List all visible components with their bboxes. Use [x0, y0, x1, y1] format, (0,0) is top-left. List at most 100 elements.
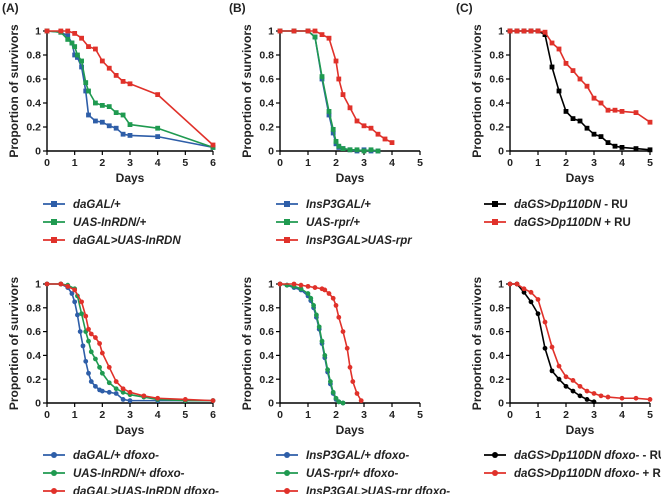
- data-point: [88, 349, 94, 355]
- chart-B-top: 0 0.2 0.4 0.6 0.8 1 0 1 2 3 4 5 Days Proportion of su…: [240, 24, 423, 185]
- data-point: [322, 287, 328, 293]
- y-tick-label: 0: [35, 146, 41, 158]
- data-point: [65, 28, 71, 34]
- y-tick-label: 0.8: [259, 302, 274, 314]
- data-point: [305, 28, 311, 34]
- legend-entry: daGS>Dp110DN dfoxo- - RU: [484, 450, 661, 462]
- y-tick-label: 0.8: [26, 302, 41, 314]
- data-point: [514, 28, 520, 34]
- data-point: [577, 383, 583, 389]
- legend-marker: [284, 452, 290, 458]
- legend-label-italic: daGAL>UAS-InRDN dfoxo-: [73, 486, 219, 494]
- data-point: [314, 312, 319, 318]
- legend-label-italic: daGS>Dp110DN: [514, 217, 602, 229]
- data-point: [570, 377, 576, 383]
- data-point: [113, 379, 119, 384]
- data-point: [113, 110, 119, 115]
- series-2: [44, 281, 216, 404]
- y-axis-title: Proportion of survivors: [240, 277, 254, 411]
- legend-label-italic: daGAL/+ dfoxo-: [73, 450, 159, 462]
- x-tick-label: 3: [361, 409, 367, 421]
- x-tick-label: 1: [535, 157, 541, 169]
- series-line: [47, 283, 214, 402]
- y-tick-label: 0.6: [489, 326, 504, 338]
- data-point: [277, 281, 283, 287]
- data-point: [93, 356, 98, 362]
- x-tick-label: 3: [591, 409, 597, 421]
- data-point: [58, 281, 64, 287]
- legend-label: UAS-rpr/+ dfoxo-: [306, 468, 398, 480]
- data-point: [549, 344, 555, 350]
- data-point: [330, 389, 336, 395]
- x-tick-label: 2: [99, 157, 105, 169]
- data-point: [647, 147, 653, 153]
- data-point: [93, 100, 98, 106]
- data-point: [120, 112, 126, 118]
- data-point: [88, 331, 94, 337]
- legend-label-italic: InsP3GAL>UAS-rpr dfoxo-: [306, 486, 450, 494]
- y-tick-label: 0.4: [259, 350, 274, 362]
- data-point: [106, 104, 112, 109]
- x-tick-label: 4: [619, 409, 625, 421]
- data-point: [563, 383, 569, 389]
- legend-label: InsP3GAL/+ dfoxo-: [306, 450, 409, 462]
- y-tick-label: 0.6: [26, 326, 41, 338]
- legend-label-italic: daGAL>UAS-InRDN: [73, 235, 181, 247]
- data-point: [556, 376, 562, 382]
- y-tick-label: 0.8: [489, 302, 504, 314]
- chart-C-bottom: 0 0.2 0.4 0.6 0.8 1 0 1 2 3 4 5 Days Proportion of su…: [470, 277, 653, 437]
- x-axis-title: Days: [566, 423, 595, 437]
- series-line: [47, 30, 214, 146]
- data-point: [106, 123, 112, 129]
- data-point: [605, 140, 611, 145]
- legend-label-italic: UAS-InRDN/+ dfoxo-: [73, 468, 185, 480]
- chart-C-top: 0 0.2 0.4 0.6 0.8 1 0 1 2 3 4 5 Days Proportion of su…: [470, 24, 653, 185]
- x-tick-label: 2: [563, 409, 569, 421]
- data-point: [514, 281, 520, 287]
- data-point: [305, 283, 311, 289]
- legend-A-top: daGAL/+ UAS-InRDN/+ daGAL>UAS-InRDN: [43, 199, 181, 247]
- y-tick-label: 0: [268, 146, 274, 158]
- legend-label: daGS>Dp110DN dfoxo- - RU: [514, 450, 661, 462]
- y-tick-label: 0.8: [26, 50, 41, 62]
- data-point: [75, 312, 80, 318]
- legend-entry: daGAL>UAS-InRDN: [43, 235, 181, 247]
- data-point: [358, 398, 364, 404]
- data-point: [647, 397, 653, 402]
- series-2: [277, 28, 395, 145]
- data-point: [354, 118, 360, 124]
- data-point: [556, 363, 562, 369]
- legend-label-italic: daGAL/+: [73, 199, 121, 211]
- x-tick-label: 4: [389, 409, 395, 421]
- data-point: [291, 28, 297, 34]
- data-point: [605, 107, 611, 113]
- data-point: [647, 119, 653, 125]
- data-point: [333, 303, 339, 308]
- data-point: [322, 353, 328, 358]
- data-point: [93, 383, 98, 389]
- y-tick-label: 0.4: [26, 98, 41, 110]
- legend-label-plain: - RU: [639, 450, 661, 462]
- data-point: [72, 44, 78, 49]
- data-point: [336, 143, 342, 149]
- series-line: [510, 283, 595, 403]
- x-tick-label: 3: [591, 157, 597, 169]
- data-point: [305, 291, 311, 296]
- data-point: [612, 107, 618, 113]
- data-point: [389, 140, 395, 145]
- data-point: [113, 73, 119, 78]
- series-0: [507, 281, 597, 405]
- data-point: [155, 125, 161, 131]
- data-point: [528, 289, 534, 295]
- data-point: [65, 37, 71, 42]
- y-tick-label: 0.6: [259, 74, 274, 86]
- data-point: [65, 283, 71, 289]
- legend-marker: [51, 219, 57, 225]
- x-tick-label: 5: [647, 157, 653, 169]
- legend-label-italic: InsP3GAL/+: [306, 199, 371, 211]
- y-axis-title: Proportion of survivors: [240, 24, 254, 158]
- y-axis-title: Proportion of survivors: [7, 24, 21, 158]
- data-point: [591, 95, 597, 101]
